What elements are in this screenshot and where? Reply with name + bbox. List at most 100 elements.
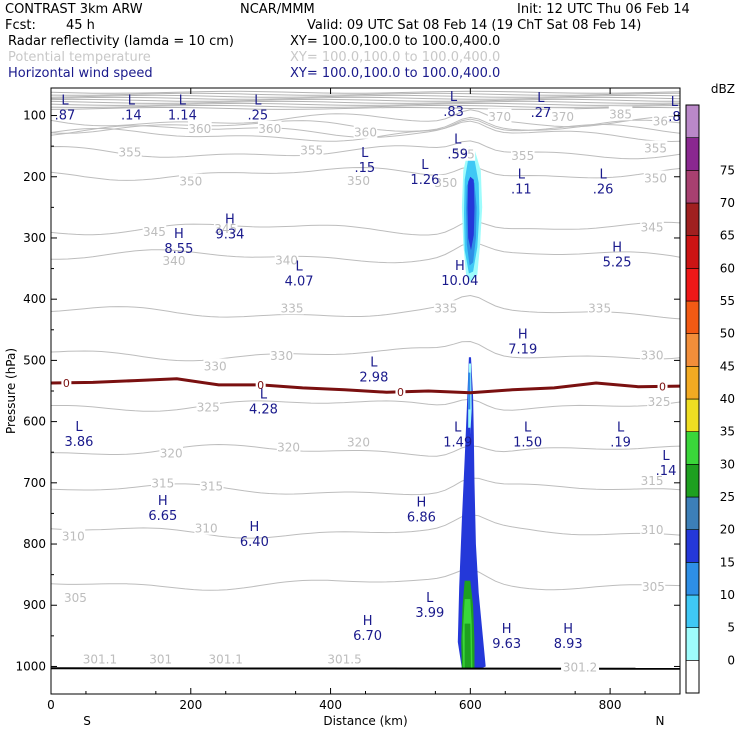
colorbar-swatch	[685, 398, 700, 432]
theta-label: 320	[347, 435, 370, 449]
theta-label: 310	[195, 522, 218, 536]
colorbar-unit: dBZ	[711, 82, 735, 96]
zero-label-bg	[61, 376, 72, 389]
theta-label-bg	[434, 174, 458, 189]
wind-extremum-type: L	[361, 146, 369, 161]
zero-isotherm-label: 0	[257, 379, 264, 392]
organization-label: NCAR/MMM	[240, 2, 315, 17]
wind-extremum-type: L	[179, 94, 187, 109]
theta-contour-330	[51, 340, 680, 362]
wind-extremum-value: 1.26	[410, 173, 439, 188]
theta-label: 350	[179, 175, 202, 189]
colorbar-swatch	[685, 202, 700, 236]
theta-label-bg	[451, 146, 476, 161]
wind-extremum-value: .83	[443, 105, 464, 120]
zero-isotherm-label: 0	[397, 386, 404, 399]
colorbar-level-label: 75	[720, 163, 735, 177]
theta-label: 320	[277, 440, 300, 454]
theta-label: 335	[281, 301, 304, 315]
theta-label-bg	[640, 472, 664, 487]
theta-label-bg	[587, 300, 612, 315]
wind-extremum-type: L	[454, 420, 462, 435]
wind-extremum-value: 3.99	[415, 606, 444, 621]
theta-contour-315	[51, 477, 680, 496]
theta-label-bg	[643, 170, 668, 185]
theta-contour-310	[51, 513, 680, 539]
theta-label: 330	[270, 349, 293, 363]
colorbar-swatch	[685, 268, 700, 302]
zero-isotherm-label: 0	[659, 380, 666, 393]
colorbar-level-label: 25	[720, 490, 735, 504]
valid-time: Valid: 09 UTC Sat 08 Feb 14 (19 ChT Sat …	[307, 18, 642, 33]
reflectivity-area	[464, 623, 471, 669]
theta-label: 315	[200, 479, 223, 493]
theta-label-bg	[608, 106, 633, 121]
theta-contour-320	[51, 443, 680, 457]
reflectivity-area	[468, 372, 471, 410]
wind-extremum-value: .19	[610, 435, 631, 450]
wind-extremum-value: 1.49	[443, 435, 472, 450]
theta-contour-335	[51, 294, 680, 320]
wind-extremum-value: 8.55	[164, 242, 193, 257]
wind-extremum-value: 9.34	[215, 227, 244, 242]
theta-label-bg	[487, 108, 512, 123]
colorbar-swatch	[685, 137, 700, 171]
wind-extremum-type: L	[662, 449, 670, 464]
theta-label: 301.1	[83, 653, 117, 667]
theta-band-line	[51, 102, 680, 106]
theta-label: 345	[143, 225, 166, 239]
theta-label: 330	[204, 360, 227, 374]
wind-extremum-type: H	[455, 259, 465, 274]
theta-label-bg	[63, 589, 88, 604]
theta-label-bg	[550, 108, 575, 123]
theta-label: 345	[214, 222, 237, 236]
wind-extremum-value: 6.40	[240, 535, 269, 550]
theta-label: 330	[641, 348, 664, 362]
field-wind-xy: XY= 100.0,100.0 to 100.0,400.0	[290, 66, 501, 81]
theta-label: 355	[300, 143, 323, 157]
theta-label: 350	[644, 172, 667, 186]
theta-label: 360	[354, 126, 377, 140]
colorbar-swatch	[685, 594, 700, 628]
colorbar-swatch	[685, 660, 700, 694]
theta-label: 301.1	[209, 653, 243, 667]
theta-label-bg	[353, 124, 378, 139]
colorbar-swatch	[685, 104, 700, 138]
wind-extremum-value: .25	[248, 109, 269, 124]
y-tick-label: 900	[23, 598, 46, 612]
x-axis-label: Distance (km)	[323, 714, 407, 728]
theta-contour-385	[51, 109, 680, 128]
wind-extremum-type: L	[61, 94, 69, 109]
wind-extremum-value: .27	[531, 106, 552, 121]
theta-label: 350	[434, 176, 457, 190]
theta-label-bg	[346, 173, 371, 188]
theta-label-bg	[280, 300, 304, 315]
colorbar-level-label: 35	[720, 425, 735, 439]
wind-extremum-value: 1.50	[513, 435, 542, 450]
zero-isotherm-line	[51, 377, 680, 395]
wind-extremum-value: .14	[656, 464, 677, 479]
wind-extremum-type: L	[537, 91, 545, 106]
theta-label: 335	[588, 301, 611, 315]
theta-band-line	[51, 106, 680, 110]
theta-label: 301.5	[327, 653, 361, 667]
wind-extremum-type: H	[502, 622, 512, 637]
x-tick-label: 400	[319, 698, 342, 712]
theta-label: 335	[434, 301, 457, 315]
wind-extremum-type: H	[174, 227, 184, 242]
colorbar-swatch	[685, 170, 700, 204]
colorbar-level-label: 20	[720, 523, 735, 537]
theta-label: 305	[642, 580, 665, 594]
theta-label-bg	[640, 219, 664, 234]
wind-extremum-value: 6.65	[148, 509, 177, 524]
theta-label-bg	[206, 651, 245, 666]
colorbar-swatch	[685, 431, 700, 465]
field-theta-name: Potential temperature	[8, 50, 151, 65]
field-reflectivity-xy: XY= 100.0,100.0 to 100.0,400.0	[290, 34, 501, 49]
wind-extremum-type: L	[370, 356, 378, 371]
theta-label-bg	[159, 445, 184, 460]
x-tick-label: 0	[47, 698, 55, 712]
wind-extremum-type: L	[426, 591, 434, 606]
wind-extremum-type: H	[158, 494, 168, 509]
y-tick-label: 700	[23, 476, 46, 490]
